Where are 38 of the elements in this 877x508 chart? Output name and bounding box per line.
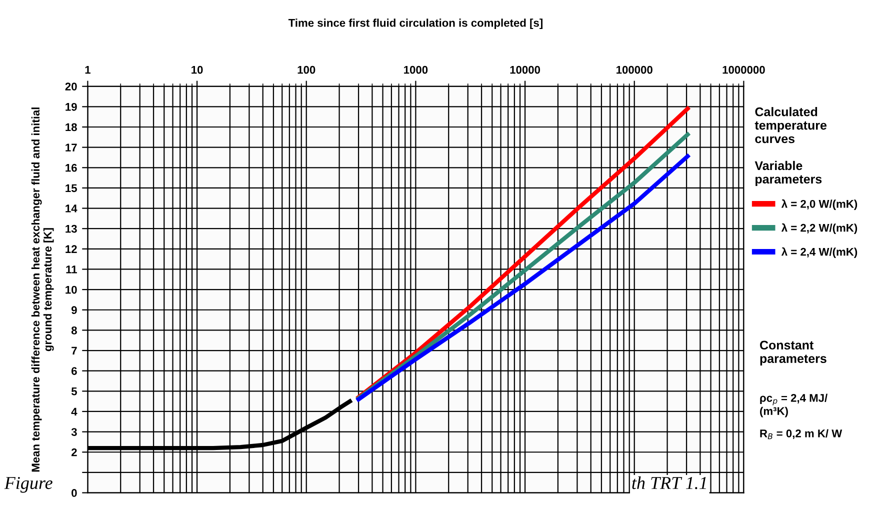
y-tick-label: 18 — [66, 123, 77, 132]
x-axis-title: Time since first fluid circulation is completed [s] — [288, 18, 542, 29]
text: R$_{B}$ = 0,2 m K/ W — [760, 429, 842, 440]
y-tick-label: 19 — [66, 102, 77, 111]
y-tick-label: 14 — [66, 204, 78, 212]
x-tick-label: 1 — [85, 66, 90, 74]
legend-label: λ = 2,0 W/(mK) — [781, 199, 858, 210]
y-tick-label: 8 — [71, 326, 77, 334]
y-tick-label: 9 — [71, 306, 77, 314]
x-tick-label: 100 — [298, 66, 316, 74]
x-tick-label: 1000000 — [722, 66, 765, 74]
y-tick-label: 3 — [71, 428, 77, 436]
x-tick-label: 10 — [192, 66, 203, 74]
x-tick-label: 100000 — [616, 66, 652, 74]
y-tick-label: 20 — [65, 82, 77, 90]
y-tick-label: 15 — [66, 184, 77, 192]
y-tick-label: 7 — [72, 346, 77, 355]
annotation: th TRT 1.1 — [632, 476, 706, 490]
y-tick-label: 2 — [71, 448, 77, 456]
text: Calculated temperature curves Variable parameters — [754, 107, 827, 186]
y-tick-label: 5 — [71, 388, 77, 396]
y-tick-label: 4 — [71, 408, 78, 416]
y-tick-label: 16 — [66, 164, 77, 172]
x-tick-label: 1000 — [404, 66, 428, 74]
x-tick-label: 10000 — [510, 66, 540, 74]
y-tick-label: 0 — [72, 489, 77, 497]
legend-label: λ = 2,2 W/(mK) — [781, 223, 858, 234]
y-tick-label: 12 — [66, 245, 77, 253]
y-tick-label: 11 — [66, 266, 77, 274]
text: Constant parameters — [760, 340, 826, 366]
y-tick-label: 6 — [72, 367, 77, 375]
y-tick-label: 17 — [66, 144, 77, 152]
y-tick-label: 13 — [66, 224, 77, 233]
text: Figure — [4, 476, 52, 493]
y-tick-label: 10 — [66, 286, 77, 294]
legend-label: λ = 2,4 W/(mK) — [781, 247, 858, 258]
text: ρc$_{p}$ = 2,4 MJ/ (m³K) — [760, 394, 828, 418]
y-axis-title: Mean temperature difference between heat exchanger fluid and initial ground temperature [K] — [31, 108, 54, 472]
